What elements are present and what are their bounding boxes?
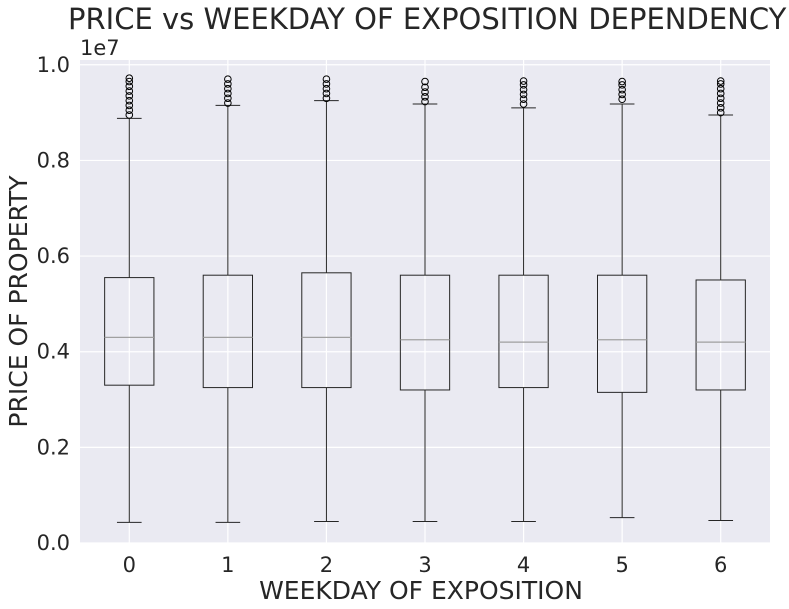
outlier-point (322, 94, 331, 103)
outlier-point (224, 94, 232, 103)
box-group (399, 77, 451, 522)
y-tick-label: 0.8 (37, 148, 70, 172)
x-tick-label: 0 (123, 553, 136, 577)
outlier-point (125, 87, 134, 95)
outlier-point (716, 108, 725, 117)
outlier-point (421, 83, 429, 92)
x-tick-label: 1 (221, 553, 234, 577)
box-group (597, 77, 648, 519)
x-tick-label: 6 (714, 553, 727, 577)
outlier-point (716, 94, 725, 103)
x-tick-label: 2 (320, 553, 333, 577)
outlier-point (224, 75, 232, 83)
box-group (202, 75, 253, 523)
outlier-point (618, 95, 626, 104)
box-group (695, 77, 746, 522)
box (498, 274, 549, 389)
outlier-point (519, 81, 528, 89)
outlier-point (125, 74, 134, 82)
y-tick-label: 0.4 (37, 340, 70, 364)
outlier-point (618, 77, 626, 86)
box (104, 277, 155, 386)
outlier-point (618, 90, 626, 99)
outlier-point (125, 106, 134, 115)
y-tick-label: 0.2 (37, 435, 70, 459)
box-series (104, 74, 746, 523)
x-tick-label: 4 (517, 553, 530, 577)
y-axis-offset-text: 1e7 (80, 36, 120, 60)
outlier-point (125, 96, 134, 105)
outlier-point (519, 100, 528, 108)
outlier-point (519, 85, 528, 94)
outlier-point (716, 77, 725, 85)
box-group (104, 74, 155, 523)
box (301, 272, 352, 389)
outlier-point (322, 80, 331, 88)
box-group (498, 77, 549, 522)
y-axis-label: PRICE OF PROPERTY (4, 175, 33, 428)
outlier-point (716, 80, 725, 88)
x-axis-label: WEEKDAY OF EXPOSITION (259, 576, 583, 605)
outlier-point (322, 89, 331, 98)
outlier-point (716, 89, 725, 98)
x-axis-ticks: 0 1 2 3 4 5 6 (123, 553, 728, 577)
outlier-point (125, 82, 134, 91)
outlier-point (224, 80, 232, 88)
outlier-point (519, 77, 528, 85)
x-tick-label: 5 (615, 553, 628, 577)
outlier-point (618, 85, 626, 94)
outlier-point (125, 101, 134, 110)
outlier-point (421, 97, 429, 106)
outlier-point (125, 111, 134, 119)
outlier-point (224, 99, 232, 107)
outlier-point (125, 92, 134, 100)
outlier-point (716, 99, 725, 107)
outlier-point (618, 81, 626, 89)
y-axis-ticks: 0.0 0.2 0.4 0.6 0.8 1.0 (37, 53, 70, 555)
box (695, 279, 746, 391)
outlier-point (421, 88, 429, 96)
y-tick-label: 0.6 (37, 244, 70, 268)
box-group (301, 75, 352, 522)
y-tick-label: 1.0 (37, 53, 70, 77)
y-tick-label: 0.0 (37, 531, 70, 555)
box (202, 274, 253, 389)
outlier-point (421, 93, 429, 101)
x-tick-label: 3 (418, 553, 431, 577)
outlier-point (716, 84, 725, 93)
outlier-point (322, 75, 331, 83)
outlier-point (519, 95, 528, 104)
outlier-point (224, 84, 232, 93)
box (597, 274, 648, 393)
outlier-point (125, 77, 134, 86)
outlier-point (519, 90, 528, 99)
outlier-point (322, 84, 331, 93)
outlier-point (421, 77, 429, 86)
box (399, 274, 451, 391)
outlier-point (224, 89, 232, 98)
outlier-point (716, 104, 725, 112)
chart-title: PRICE vs WEEKDAY OF EXPOSITION DEPENDENC… (68, 2, 787, 36)
